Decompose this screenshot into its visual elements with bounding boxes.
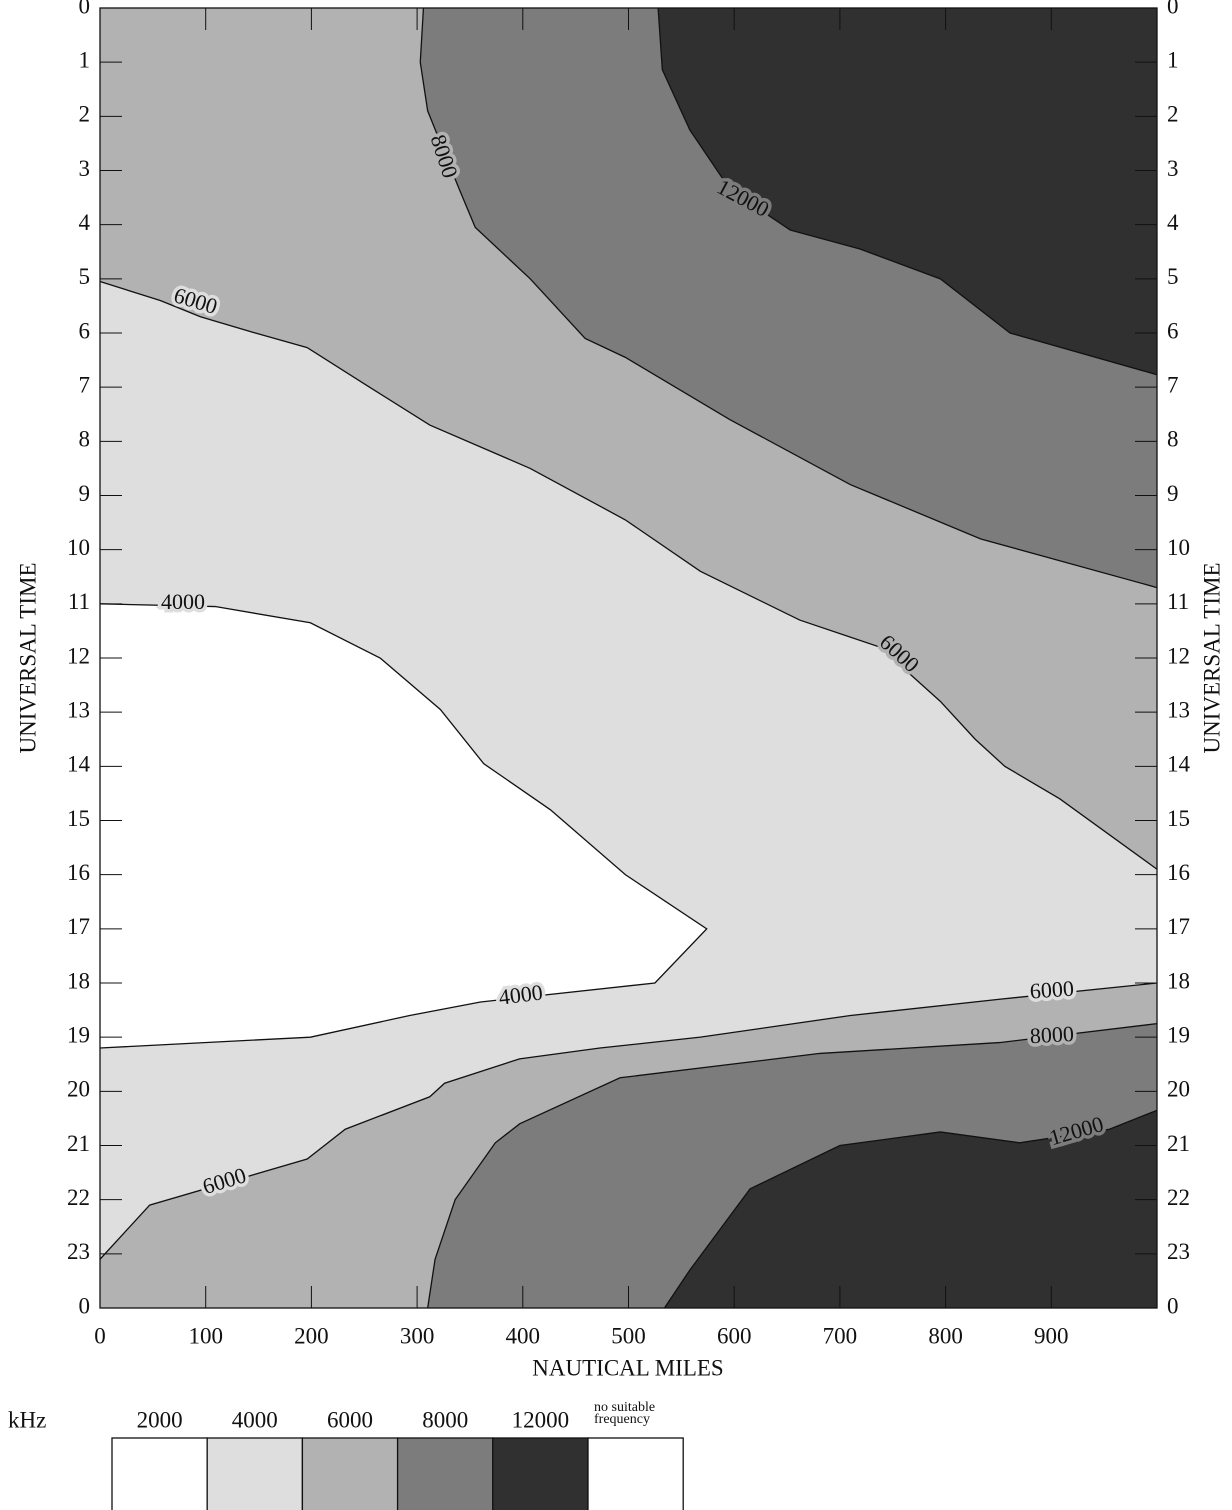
y-tick-label: 1: [79, 47, 91, 72]
legend-label: 12000: [512, 1407, 570, 1432]
y-tick-label-right: 16: [1167, 860, 1190, 885]
y-tick-label-right: 17: [1167, 914, 1190, 939]
contour-label: 4000: [161, 589, 205, 614]
legend-label: 8000: [422, 1407, 468, 1432]
y-tick-label: 12: [67, 643, 90, 668]
contour-label: 4000: [497, 979, 544, 1009]
x-tick-label: 500: [611, 1323, 646, 1348]
y-tick-label-right: 20: [1167, 1077, 1190, 1102]
band-fill: [664, 1110, 1157, 1308]
y-tick-label: 17: [67, 914, 90, 939]
legend-title: kHz: [8, 1407, 46, 1432]
legend-label: 4000: [232, 1407, 278, 1432]
legend-label: 6000: [327, 1407, 373, 1432]
y-tick-label-right: 4: [1167, 210, 1179, 235]
y-tick-label-right: 7: [1167, 372, 1179, 397]
y-tick-label: 2: [79, 102, 91, 127]
contour-line: [663, 1109, 1158, 1309]
x-tick-label: 0: [94, 1323, 106, 1348]
y-tick-label-right: 9: [1167, 481, 1179, 506]
x-tick-label: 400: [506, 1323, 541, 1348]
y-tick-label: 5: [79, 264, 91, 289]
y-tick-label-right: 14: [1167, 752, 1191, 777]
y-tick-label-right: 0: [1167, 0, 1179, 18]
y-tick-label: 13: [67, 697, 90, 722]
y-tick-label: 11: [68, 589, 90, 614]
x-axis-title: NAUTICAL MILES: [532, 1355, 723, 1380]
x-tick-label: 200: [294, 1323, 329, 1348]
y-tick-label-right: 1: [1167, 47, 1179, 72]
x-tick-label: 900: [1034, 1323, 1069, 1348]
contour-line: [419, 7, 1158, 589]
y-tick-label: 4: [79, 210, 91, 235]
contour-label: 6000: [1029, 976, 1075, 1004]
y-tick-label-right: 3: [1167, 156, 1179, 181]
y-tick-label-right: 21: [1167, 1131, 1190, 1156]
y-tick-label: 10: [67, 535, 90, 560]
legend-label: no suitable frequency: [594, 1400, 656, 1427]
y-tick-label-right: 8: [1167, 427, 1179, 452]
contour-line: [427, 1022, 1158, 1309]
y-axis-title-right: UNIVERSAL TIME: [1199, 562, 1224, 753]
y-tick-label: 23: [67, 1239, 90, 1264]
x-tick-label: 600: [717, 1323, 752, 1348]
legend-swatch: [396, 1437, 494, 1510]
y-tick-label: 20: [67, 1077, 90, 1102]
y-tick-label-right: 2: [1167, 102, 1179, 127]
y-tick-label-right: 12: [1167, 643, 1190, 668]
y-tick-label: 15: [67, 806, 90, 831]
y-tick-label-right: 15: [1167, 806, 1190, 831]
y-tick-label-right: 18: [1167, 968, 1190, 993]
x-tick-label: 300: [400, 1323, 435, 1348]
band-fill: [658, 8, 1157, 375]
y-tick-label: 14: [67, 752, 91, 777]
contour-line: [99, 280, 1158, 870]
contour-line: [657, 7, 1158, 376]
contour-line: [99, 982, 1158, 1260]
contour-line: [99, 603, 708, 1049]
y-tick-label: 3: [79, 156, 91, 181]
y-tick-label: 18: [67, 968, 90, 993]
y-tick-label: 6: [79, 318, 91, 343]
y-tick-label: 7: [79, 372, 91, 397]
y-tick-label: 0: [79, 1293, 91, 1318]
legend-swatch: [492, 1437, 589, 1510]
y-tick-label-right: 6: [1167, 318, 1179, 343]
legend-swatch: [587, 1437, 684, 1510]
legend-swatch: [206, 1437, 304, 1510]
y-tick-label-right: 5: [1167, 264, 1179, 289]
x-tick-label: 100: [188, 1323, 223, 1348]
y-tick-label-right: 22: [1167, 1185, 1190, 1210]
y-axis-title: UNIVERSAL TIME: [15, 562, 40, 753]
y-tick-label: 19: [67, 1022, 90, 1047]
legend-swatch: [111, 1437, 208, 1510]
x-tick-label: 700: [823, 1323, 858, 1348]
legend-label: 2000: [137, 1407, 183, 1432]
y-tick-label: 21: [67, 1131, 90, 1156]
y-tick-label-right: 10: [1167, 535, 1190, 560]
y-tick-label-right: 13: [1167, 697, 1190, 722]
x-tick-label: 800: [928, 1323, 963, 1348]
legend-swatch: [301, 1437, 399, 1510]
y-tick-label-right: 23: [1167, 1239, 1190, 1264]
y-tick-label: 22: [67, 1185, 90, 1210]
contour-label: 8000: [1029, 1021, 1074, 1048]
band-fill: [100, 603, 707, 1048]
y-tick-label: 9: [79, 481, 91, 506]
y-tick-label-right: 19: [1167, 1022, 1190, 1047]
y-tick-label: 16: [67, 860, 90, 885]
y-tick-label-right: 11: [1167, 589, 1189, 614]
y-tick-label: 0: [79, 0, 91, 18]
y-tick-label-right: 0: [1167, 1293, 1179, 1318]
y-tick-label: 8: [79, 427, 91, 452]
